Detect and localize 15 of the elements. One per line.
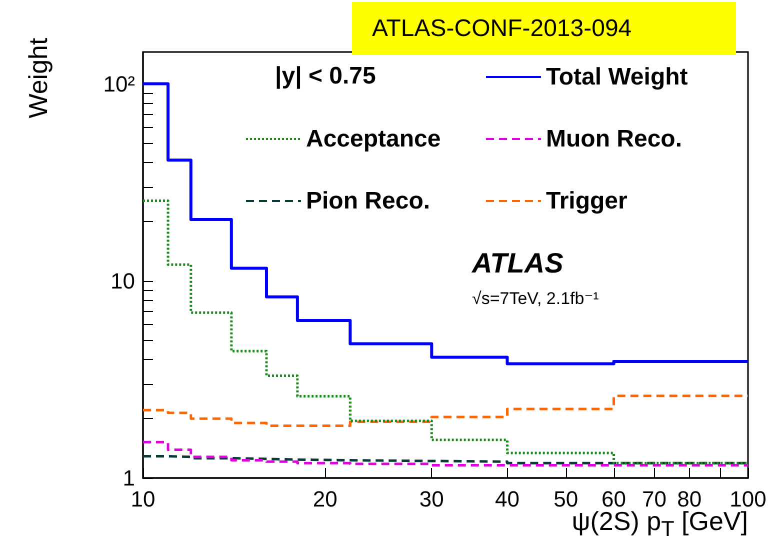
x-tick-label: 30 — [419, 486, 444, 512]
y-axis-title: Weight — [23, 38, 53, 118]
legend-label: Trigger — [546, 188, 628, 214]
y-tick-label: 10 — [110, 268, 135, 294]
annotation: |y| < 0.75 — [275, 62, 376, 90]
legend-label: Muon Reco. — [546, 126, 682, 152]
legend-label: Acceptance — [306, 126, 441, 152]
legend-label: Total Weight — [546, 64, 688, 90]
x-tick-label: 20 — [312, 486, 338, 512]
y-tick-label: 10² — [103, 71, 135, 96]
annotation: √s=7TeV, 2.1fb⁻¹ — [472, 289, 600, 308]
label-box: ATLAS-CONF-2013-094 — [352, 2, 736, 55]
x-tick-label: 40 — [495, 486, 520, 512]
annotation: ATLAS — [471, 248, 564, 278]
legend-label: Pion Reco. — [306, 188, 430, 214]
